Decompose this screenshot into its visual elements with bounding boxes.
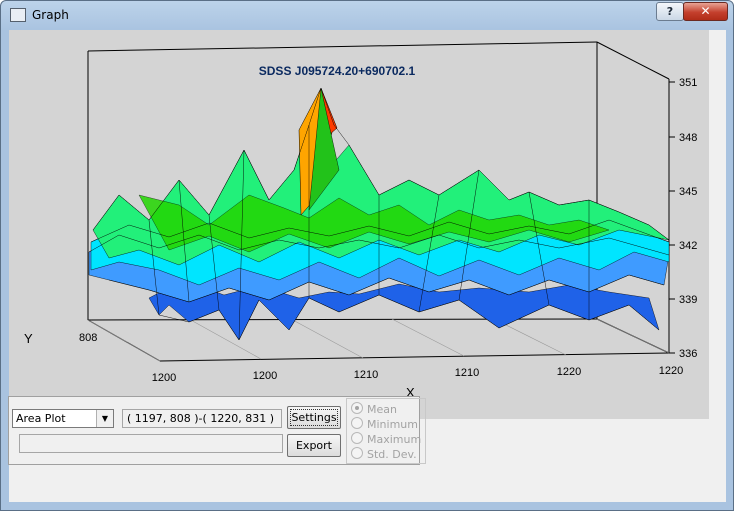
z-tick-label: 339 xyxy=(679,294,697,306)
z-tick-label: 342 xyxy=(679,240,697,252)
z-axis xyxy=(669,81,675,354)
close-button[interactable]: ✕ xyxy=(683,2,728,21)
surface-wire xyxy=(88,87,670,341)
z-tick-label: 336 xyxy=(679,348,697,360)
range-text: ( 1197, 808 )-( 1220, 831 ) xyxy=(127,412,275,425)
y-axis-label: Y xyxy=(24,331,33,346)
title-bar[interactable]: Graph ? ✕ xyxy=(1,1,733,29)
radio-dot xyxy=(351,432,363,444)
radio-label: Mean xyxy=(367,403,397,416)
z-tick-label: 345 xyxy=(679,186,697,198)
radio-dot xyxy=(351,402,363,414)
graph-window-icon xyxy=(10,8,26,22)
z-tick-label: 348 xyxy=(679,132,697,144)
plot-type-select[interactable]: Area Plot ▼ xyxy=(12,409,114,428)
radio-dot xyxy=(351,417,363,429)
x-axis-label: X xyxy=(406,385,415,400)
plot-area[interactable]: SDSS J095724.20+690702.1 351 348 345 342… xyxy=(9,30,709,419)
x-tick-label: 1200 xyxy=(152,372,176,384)
radio-std-dev[interactable]: Std. Dev. xyxy=(351,447,417,461)
radio-label: Std. Dev. xyxy=(367,448,417,461)
radio-maximum[interactable]: Maximum xyxy=(351,432,421,446)
surface-plot: SDSS J095724.20+690702.1 351 348 345 342… xyxy=(24,41,697,400)
floor-grid xyxy=(87,318,670,362)
x-tick-label: 1200 xyxy=(253,370,277,382)
x-tick-label: 1220 xyxy=(659,365,683,377)
range-display: ( 1197, 808 )-( 1220, 831 ) xyxy=(122,409,282,428)
radio-label: Maximum xyxy=(367,433,422,446)
client-area: SDSS J095724.20+690702.1 351 348 345 342… xyxy=(9,30,726,502)
settings-button-label: Settings xyxy=(290,409,338,426)
y-tick-label: 808 xyxy=(79,332,97,344)
export-button[interactable]: Export xyxy=(287,434,341,457)
chevron-down-icon[interactable]: ▼ xyxy=(96,410,113,427)
stats-radio-group: Mean Minimum Maximum Std. Dev. xyxy=(346,398,426,464)
help-button[interactable]: ? xyxy=(656,2,684,21)
x-tick-label: 1210 xyxy=(354,369,378,381)
radio-dot xyxy=(351,447,363,459)
plot-type-value: Area Plot xyxy=(16,412,66,425)
surface-mesh xyxy=(88,87,670,341)
radio-mean[interactable]: Mean xyxy=(351,402,397,416)
window-title: Graph xyxy=(32,8,69,22)
status-field xyxy=(19,434,283,453)
z-tick-label: 351 xyxy=(679,77,697,89)
chart-title: SDSS J095724.20+690702.1 xyxy=(259,64,416,78)
radio-minimum[interactable]: Minimum xyxy=(351,417,418,431)
x-tick-label: 1220 xyxy=(557,366,581,378)
x-tick-label: 1210 xyxy=(455,367,479,379)
radio-label: Minimum xyxy=(367,418,418,431)
settings-button[interactable]: Settings xyxy=(287,406,341,429)
